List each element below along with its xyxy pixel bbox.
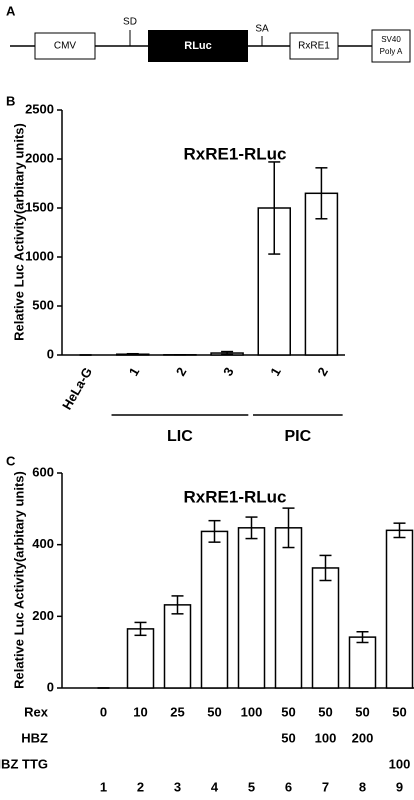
lane-number: 1 (100, 779, 107, 794)
panel-label: C (6, 453, 16, 468)
y-axis-label: Relative Luc Activity(arbitary units) (11, 471, 26, 689)
x-tick-label: 2 (314, 365, 331, 379)
box-label: SV40 (381, 35, 401, 44)
lane-number: 8 (359, 779, 366, 794)
row-value: 10 (133, 704, 147, 719)
y-tick-label: 200 (32, 608, 54, 623)
group-label: PIC (284, 428, 311, 445)
x-tick-label: 2 (173, 365, 190, 379)
box-label: RLuc (184, 40, 212, 52)
x-tick-label: 1 (126, 365, 143, 379)
row-value: 25 (170, 704, 184, 719)
lane-number: 4 (211, 779, 219, 794)
panel-label: A (6, 3, 16, 18)
x-tick-label: 3 (220, 365, 237, 379)
bar (304, 192, 339, 356)
x-tick-label: 1 (267, 365, 284, 379)
lane-number: 7 (322, 779, 329, 794)
bar (311, 567, 340, 689)
row-value: 50 (207, 704, 221, 719)
y-tick-label: 500 (32, 297, 54, 312)
bar (163, 604, 192, 689)
box-label: CMV (54, 41, 77, 52)
row-value: 50 (355, 704, 369, 719)
row-label: Rex (24, 704, 49, 719)
y-axis-label: Relative Luc Activity(arbitary units) (11, 123, 26, 341)
box-label: Poly A (380, 47, 403, 56)
group-label: LIC (167, 428, 193, 445)
row-value: 100 (315, 730, 337, 745)
row-value: 100 (389, 756, 411, 771)
row-value: 50 (281, 704, 295, 719)
cmv-box (34, 32, 96, 60)
polya-box (371, 29, 411, 63)
rxre1-box (289, 32, 339, 60)
chart-title: RxRE1-RLuc (184, 144, 287, 163)
y-tick-label: 400 (32, 536, 54, 551)
box-label: RxRE1 (298, 41, 330, 52)
bar (348, 636, 377, 689)
y-tick-label: 0 (47, 346, 54, 361)
site-label: SA (255, 24, 269, 35)
construct-diagram: CMV RLuc RxRE1 SV40 Poly A SD SA (10, 17, 411, 63)
row-label: HBZ TTG (0, 756, 48, 771)
y-tick-label: 1000 (25, 248, 54, 263)
lane-number: 3 (174, 779, 181, 794)
bar (200, 530, 229, 689)
y-tick-label: 2000 (25, 150, 54, 165)
y-tick-label: 0 (47, 679, 54, 694)
row-value: 50 (392, 704, 406, 719)
lane-number: 6 (285, 779, 292, 794)
rluc-box (148, 30, 248, 62)
row-value: 50 (281, 730, 295, 745)
lane-number: 9 (396, 779, 403, 794)
row-value: 200 (352, 730, 374, 745)
row-value: 0 (100, 704, 107, 719)
site-label: SD (123, 17, 137, 28)
x-tick-label: HeLa-G (59, 365, 95, 413)
bar (237, 527, 266, 689)
bar (126, 628, 155, 689)
y-tick-label: 1500 (25, 199, 54, 214)
lane-number: 2 (137, 779, 144, 794)
y-tick-label: 600 (32, 464, 54, 479)
y-tick-label: 2500 (25, 101, 54, 116)
panel-label: B (6, 93, 15, 108)
chart-title: RxRE1-RLuc (184, 487, 287, 506)
bar (274, 527, 303, 689)
row-value: 100 (241, 704, 263, 719)
row-label: HBZ (21, 730, 48, 745)
row-value: 50 (318, 704, 332, 719)
lane-number: 5 (248, 779, 255, 794)
bar (385, 529, 414, 689)
